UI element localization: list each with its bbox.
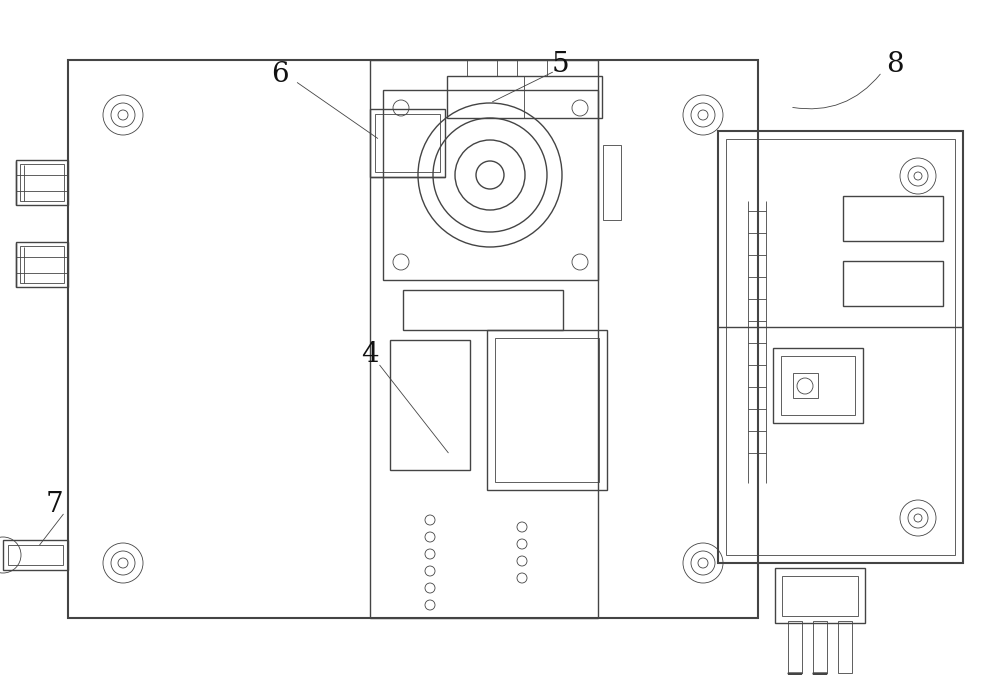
- Bar: [383, 90, 598, 280]
- Bar: [603, 145, 621, 220]
- Bar: [788, 621, 802, 673]
- Bar: [403, 290, 563, 330]
- Bar: [20, 246, 64, 283]
- Bar: [726, 139, 955, 555]
- Bar: [813, 621, 827, 673]
- Bar: [16, 160, 68, 205]
- Polygon shape: [788, 673, 802, 675]
- Bar: [467, 60, 497, 76]
- Text: 4: 4: [361, 342, 379, 369]
- Polygon shape: [813, 673, 827, 675]
- Bar: [843, 196, 943, 241]
- Text: 6: 6: [271, 61, 289, 88]
- Bar: [390, 340, 470, 470]
- Bar: [447, 76, 602, 118]
- Bar: [487, 330, 607, 490]
- Bar: [718, 131, 963, 563]
- Bar: [370, 60, 598, 618]
- Bar: [781, 356, 855, 415]
- Bar: [8, 545, 63, 565]
- Bar: [370, 109, 445, 177]
- Text: 8: 8: [886, 51, 904, 78]
- Text: 7: 7: [46, 491, 64, 518]
- Bar: [782, 576, 858, 616]
- Text: 5: 5: [551, 51, 569, 78]
- Bar: [793, 373, 818, 398]
- Bar: [375, 114, 440, 172]
- Bar: [16, 242, 68, 287]
- Bar: [495, 338, 599, 482]
- Bar: [843, 261, 943, 306]
- Bar: [775, 568, 865, 623]
- Bar: [68, 60, 758, 618]
- Bar: [517, 60, 547, 76]
- Bar: [773, 348, 863, 423]
- Bar: [838, 621, 852, 673]
- Bar: [3, 540, 68, 570]
- Bar: [20, 164, 64, 201]
